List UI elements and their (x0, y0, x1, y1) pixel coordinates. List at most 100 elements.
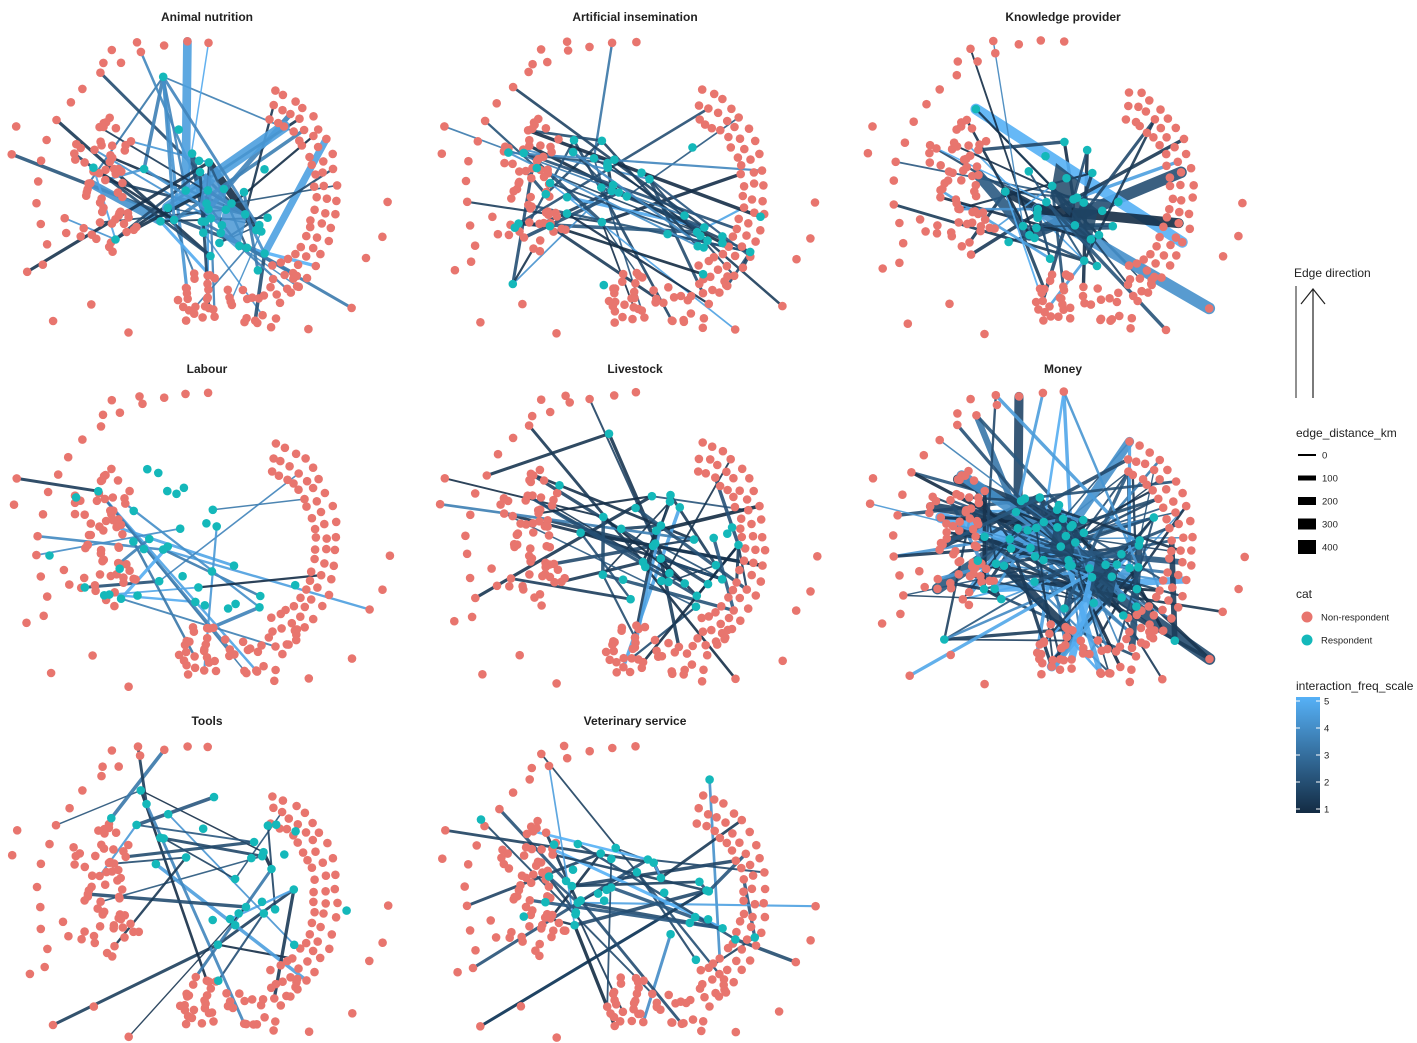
respondent-node (1053, 523, 1062, 532)
non-respondent-node (954, 218, 963, 227)
respondent-node (1023, 526, 1032, 535)
non-respondent-node (274, 471, 284, 480)
non-respondent-node (277, 624, 286, 633)
non-respondent-node (462, 197, 472, 207)
non-respondent-node (758, 196, 767, 206)
non-respondent-node (609, 391, 619, 400)
non-respondent-node (132, 38, 142, 47)
non-respondent-node (756, 226, 765, 235)
non-respondent-node (306, 216, 315, 225)
non-respondent-node (1164, 596, 1173, 605)
non-respondent-node (306, 595, 316, 604)
non-respondent-node (637, 663, 647, 673)
respondent-node (227, 199, 236, 208)
non-respondent-node (79, 223, 88, 233)
non-respondent-node (698, 438, 707, 447)
non-respondent-node (1143, 288, 1153, 297)
non-respondent-node (472, 841, 481, 850)
non-respondent-node (78, 786, 87, 795)
respondent-node (158, 72, 168, 82)
non-respondent-node (1173, 570, 1183, 580)
non-respondent-node (240, 666, 249, 676)
non-respondent-node (328, 164, 338, 174)
respondent-node (1085, 563, 1094, 573)
non-respondent-node (724, 593, 733, 602)
non-respondent-node (114, 542, 123, 552)
respondent-node (249, 837, 259, 847)
non-respondent-node (748, 912, 757, 922)
non-respondent-node (561, 391, 570, 401)
non-respondent-node (302, 976, 311, 985)
respondent-node (555, 481, 564, 490)
non-respondent-node (561, 225, 570, 234)
non-respondent-node (1173, 603, 1183, 612)
edge (1033, 522, 1181, 584)
non-respondent-node (1184, 209, 1194, 219)
non-respondent-node (711, 608, 720, 617)
non-respondent-node (757, 532, 767, 542)
non-respondent-node (498, 845, 507, 855)
respondent-node (570, 920, 579, 930)
respondent-node (664, 577, 673, 587)
non-respondent-node (732, 578, 741, 587)
non-respondent-node (284, 640, 293, 649)
non-respondent-node (106, 151, 115, 160)
non-respondent-node (968, 171, 977, 181)
non-respondent-node (1139, 255, 1148, 264)
respondent-node (562, 209, 572, 218)
non-respondent-node (698, 323, 708, 333)
non-respondent-node (303, 855, 312, 865)
respondent-node (1061, 531, 1071, 541)
non-respondent-node (734, 214, 743, 224)
non-respondent-node (531, 946, 540, 955)
respondent-node (342, 906, 351, 915)
respondent-node (1087, 573, 1097, 582)
non-respondent-node (529, 870, 538, 879)
edge (973, 534, 1096, 605)
non-respondent-node (42, 135, 51, 145)
non-respondent-node (348, 1009, 357, 1018)
non-respondent-node (515, 650, 524, 660)
respondent-node (589, 154, 599, 163)
non-respondent-node (300, 602, 310, 612)
non-respondent-node (538, 868, 547, 877)
respondent-node (656, 521, 666, 530)
edge (654, 504, 762, 533)
non-respondent-node (42, 592, 52, 601)
non-respondent-node (508, 511, 517, 521)
non-respondent-node (291, 449, 301, 459)
non-respondent-node (694, 454, 704, 464)
edges (443, 753, 817, 1028)
nodes (7, 742, 393, 1042)
non-respondent-node (292, 271, 302, 281)
edge (485, 432, 611, 478)
non-respondent-node (728, 232, 738, 241)
non-respondent-node (637, 306, 647, 315)
respondent-node (159, 834, 168, 843)
non-respondent-node (84, 886, 94, 895)
non-respondent-node (1123, 455, 1133, 464)
edge (548, 765, 576, 927)
non-respondent-node (210, 312, 219, 322)
non-respondent-node (92, 496, 102, 506)
non-respondent-node (1161, 485, 1171, 494)
distance-key (1298, 475, 1316, 481)
non-respondent-node (966, 250, 976, 259)
non-respondent-node (271, 86, 280, 95)
non-respondent-node (1155, 455, 1165, 465)
edge (708, 778, 722, 960)
distance-key-label: 0 (1322, 451, 1327, 462)
non-respondent-node (1149, 133, 1158, 142)
non-respondent-node (309, 112, 318, 121)
non-respondent-node (744, 219, 753, 228)
non-respondent-node (528, 906, 537, 915)
non-respondent-node (668, 316, 677, 326)
edge (1044, 200, 1168, 332)
respondent-node (234, 909, 243, 918)
non-respondent-node (310, 545, 320, 554)
respondent-node (280, 850, 289, 859)
edge (600, 221, 635, 309)
non-respondent-node (1142, 266, 1152, 275)
non-respondent-node (1131, 457, 1141, 466)
